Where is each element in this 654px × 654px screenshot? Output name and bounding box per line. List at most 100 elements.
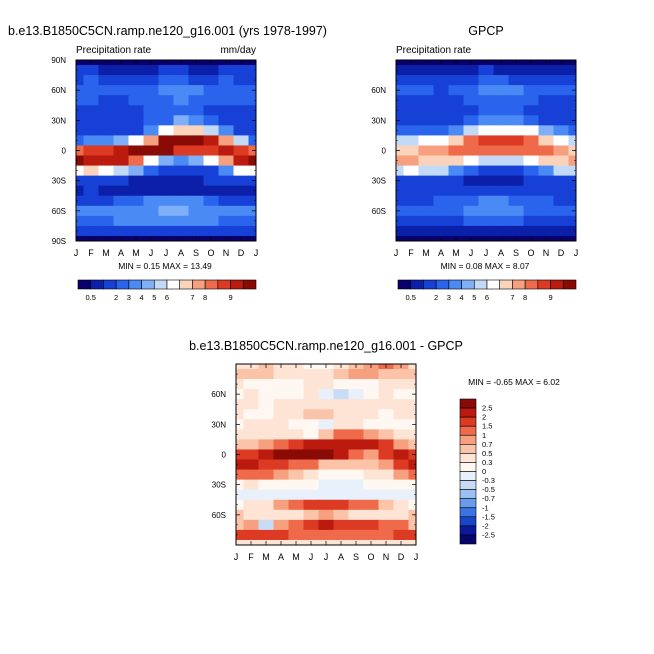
colorbar-swatch [448, 279, 462, 290]
colorbar-label: 5 [472, 293, 476, 302]
y-tick-label: 30N [51, 116, 66, 125]
heatmap-cell [288, 379, 305, 390]
heatmap-cell [98, 85, 115, 96]
heatmap-cell [128, 155, 145, 167]
heatmap-cell [318, 459, 335, 471]
heatmap-cell [396, 165, 405, 177]
heatmap-cell [333, 369, 350, 380]
heatmap-cell [218, 205, 235, 217]
heatmap-cell [158, 165, 175, 177]
heatmap-cell [333, 469, 350, 481]
heatmap-cell [363, 469, 380, 481]
heatmap-cell [98, 175, 115, 187]
heatmap-cell [378, 399, 395, 411]
heatmap-cell [203, 165, 220, 177]
heatmap-cell [128, 105, 145, 117]
heatmap-cell [538, 85, 555, 96]
heatmap-cell [396, 185, 405, 197]
y-tick-label: 60S [52, 207, 66, 216]
heatmap-cell [158, 205, 175, 217]
heatmap-cell [448, 235, 465, 241]
heatmap-cell [288, 449, 305, 461]
heatmap-cell [273, 529, 290, 541]
heatmap-cell [493, 75, 510, 86]
y-tick-label: 60N [211, 390, 226, 399]
heatmap-cell [288, 389, 305, 400]
heatmap-cell [408, 379, 416, 390]
heatmap-cell [188, 225, 205, 237]
colorbar-swatch [153, 279, 168, 290]
colorbar-swatch [179, 279, 193, 290]
y-tick-label: 60N [51, 86, 66, 95]
heatmap-cell [83, 165, 100, 177]
heatmap-cell [203, 205, 220, 217]
heatmap-cell [478, 65, 495, 76]
colorbar-label: 9 [228, 293, 232, 302]
heatmap-cell [303, 519, 320, 531]
heatmap-cell [463, 175, 480, 187]
heatmap-cell [433, 185, 450, 197]
heatmap-cell [248, 165, 256, 177]
heatmap-cell [128, 205, 145, 217]
heatmap-cell [523, 235, 540, 241]
heatmap-cell [433, 115, 450, 127]
heatmap-cell [348, 489, 365, 501]
heatmap-cell [236, 439, 245, 451]
heatmap-cell [418, 85, 435, 96]
heatmap-cell [128, 125, 145, 137]
heatmap-cell [203, 155, 220, 167]
colorbar-label: 4 [139, 293, 143, 302]
heatmap-cell [523, 85, 540, 96]
heatmap-cell [378, 409, 395, 421]
heatmap-cell [378, 509, 395, 521]
heatmap-cell [243, 489, 260, 501]
heatmap-cell [333, 509, 350, 521]
heatmap-cell [188, 205, 205, 217]
heatmap-cell [273, 479, 290, 491]
heatmap-cell [418, 115, 435, 127]
x-tick-label: M [422, 248, 430, 258]
heatmap-cell [553, 155, 570, 167]
colorbar-swatch [459, 507, 477, 518]
heatmap-cell [403, 235, 420, 241]
heatmap-cell [83, 145, 100, 157]
heatmap-cell [493, 185, 510, 197]
x-tick-label: A [338, 552, 344, 562]
heatmap-cell [243, 429, 260, 441]
heatmap-cell [448, 60, 465, 66]
heatmap-cell [378, 539, 395, 545]
heatmap-cell [418, 195, 435, 207]
colorbar-label: 7 [510, 293, 514, 302]
colorbar-label: 2 [114, 293, 118, 302]
heatmap-cell [203, 145, 220, 157]
colorbar-label: 0.5 [85, 293, 95, 302]
colorbar-label: -0.3 [482, 476, 495, 485]
heatmap-cell [348, 439, 365, 451]
heatmap-cell [113, 75, 130, 86]
heatmap-cell [303, 499, 320, 511]
heatmap-cell [258, 479, 275, 491]
heatmap-cell [173, 115, 190, 127]
heatmap-cell [508, 115, 525, 127]
heatmap-cell [318, 469, 335, 481]
heatmap-cell [568, 195, 576, 207]
heatmap-cell [523, 65, 540, 76]
heatmap-cell [303, 459, 320, 471]
colorbar: 2.521.510.70.50.30-0.3-0.5-0.7-1-1.5-2-2… [459, 398, 495, 545]
heatmap-cell [248, 145, 256, 157]
heatmap-cell [508, 105, 525, 117]
heatmap-cell [248, 65, 256, 76]
colorbar-swatch [423, 279, 437, 290]
heatmap-cell [98, 135, 115, 147]
colorbar-swatch [230, 279, 244, 290]
heatmap-cells [76, 60, 256, 241]
heatmap-cell [98, 65, 115, 76]
heatmap-cell [568, 155, 576, 167]
heatmap-cell [218, 165, 235, 177]
heatmap-cell [523, 205, 540, 217]
colorbar-label: -0.5 [482, 485, 495, 494]
heatmap-cell [478, 165, 495, 177]
heatmap-cell [98, 155, 115, 167]
heatmap-cell [188, 185, 205, 197]
heatmap-cell [236, 489, 245, 501]
